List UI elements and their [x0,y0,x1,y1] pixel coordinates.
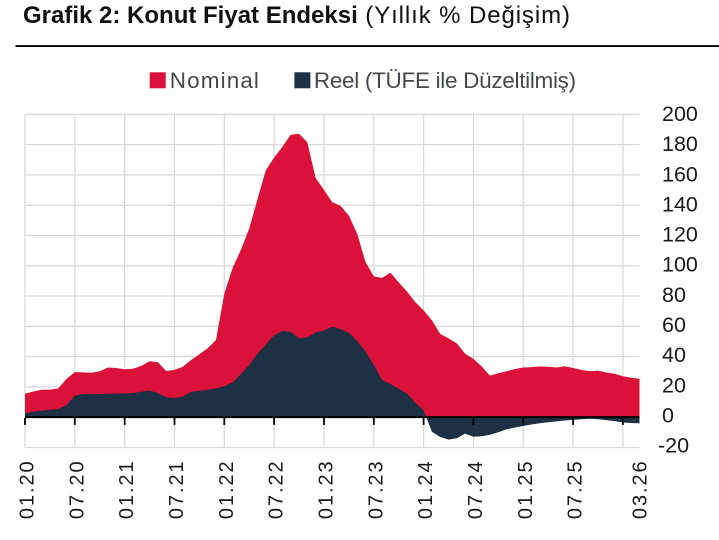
svg-text:Nominal: Nominal [170,68,260,93]
svg-text:120: 120 [662,223,698,247]
svg-text:60: 60 [662,313,686,337]
svg-text:Reel (TÜFE ile Düzeltilmiş): Reel (TÜFE ile Düzeltilmiş) [314,68,576,93]
svg-text:07.21: 07.21 [166,460,188,520]
svg-text:180: 180 [662,132,698,156]
svg-text:Grafik 2: Konut Fiyat Endeksi: Grafik 2: Konut Fiyat Endeksi (Yıllık % … [23,2,571,29]
svg-text:07.25: 07.25 [565,460,587,520]
svg-text:-20: -20 [658,434,689,458]
svg-text:07.24: 07.24 [465,460,487,520]
svg-text:01.23: 01.23 [316,460,338,520]
svg-text:0: 0 [662,403,674,427]
svg-text:01.25: 01.25 [515,460,537,520]
svg-text:160: 160 [662,162,698,186]
svg-text:200: 200 [662,102,698,126]
svg-text:100: 100 [662,253,698,277]
svg-text:07.22: 07.22 [266,460,288,520]
svg-text:40: 40 [662,343,686,367]
svg-text:80: 80 [662,283,686,307]
svg-text:01.24: 01.24 [415,460,437,520]
svg-text:07.20: 07.20 [66,460,88,520]
svg-text:03.26: 03.26 [630,460,652,520]
svg-text:01.20: 01.20 [17,460,39,520]
svg-text:20: 20 [662,373,686,397]
svg-text:01.21: 01.21 [116,460,138,520]
svg-text:07.23: 07.23 [365,460,387,520]
svg-text:01.22: 01.22 [216,460,238,520]
svg-text:140: 140 [662,192,698,216]
